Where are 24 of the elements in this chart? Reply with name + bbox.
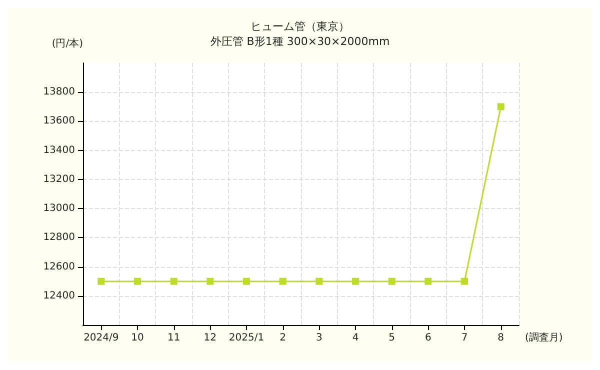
- y-tick-label: 13000: [43, 203, 75, 214]
- y-tick-label: 12800: [43, 232, 75, 244]
- y-tick-label: 12400: [43, 290, 75, 302]
- y-axis-title: (円/本): [52, 38, 84, 50]
- y-tick-label: 13200: [43, 174, 75, 185]
- x-axis-title: (調査月): [525, 332, 563, 344]
- chart-title: ヒューム管（東京）: [250, 20, 350, 33]
- x-tick-label: 3: [316, 332, 322, 344]
- x-tick-label: 12: [204, 332, 217, 344]
- x-tick-label: 2: [280, 332, 286, 344]
- x-tick-label: 7: [461, 332, 468, 344]
- x-tick-label: 4: [352, 332, 359, 344]
- y-tick-label: 13400: [43, 144, 75, 156]
- x-tick-label: 5: [388, 332, 396, 344]
- x-tick-label: 6: [424, 332, 432, 344]
- x-tick-label: 2025/1: [228, 332, 264, 344]
- y-tick-label: 13800: [43, 86, 75, 98]
- x-tick-label: 11: [167, 332, 180, 344]
- x-tick-label: 8: [498, 332, 504, 344]
- y-tick-label: 13600: [43, 116, 75, 127]
- y-tick-label: 12600: [43, 261, 75, 272]
- chart-subtitle: 外圧管 B形1種 300×30×2000mm: [210, 35, 390, 48]
- x-tick-label: 10: [131, 332, 144, 344]
- x-tick-label: 2024/9: [84, 332, 119, 344]
